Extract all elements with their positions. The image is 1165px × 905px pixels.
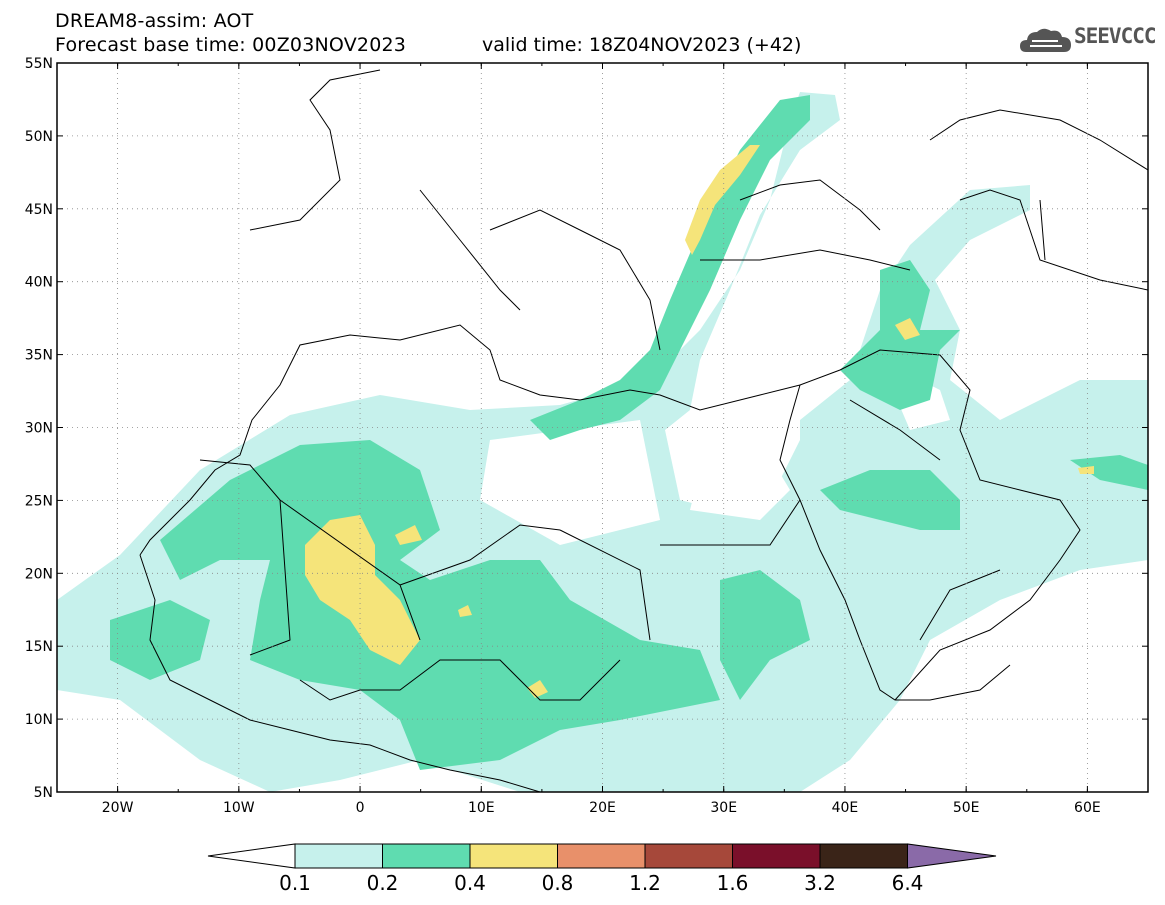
- lat-tick-label: 35N: [25, 348, 53, 364]
- lat-tick-label: 25N: [25, 493, 53, 509]
- aot-level-0.4: [305, 145, 1094, 698]
- lon-tick-label: 10E: [468, 800, 495, 816]
- lon-tick-label: 60E: [1074, 800, 1101, 816]
- colorbar-swatch: [382, 843, 471, 869]
- map-title: DREAM8-assim: AOT: [55, 10, 254, 32]
- colorbar-label: 0.2: [367, 871, 399, 895]
- lat-tick-label: 5N: [34, 785, 53, 801]
- lat-tick-label: 10N: [25, 712, 53, 728]
- colorbar-label: 3.2: [804, 871, 836, 895]
- lon-tick-label: 20W: [102, 800, 134, 816]
- coastlines: [139, 69, 1148, 792]
- lon-tick-label: 30E: [710, 800, 737, 816]
- lon-tick-label: 10W: [223, 800, 255, 816]
- colorbar-over-triangle: [907, 843, 997, 869]
- aot-level-0.2: [110, 95, 1148, 770]
- lon-tick-label: 50E: [953, 800, 980, 816]
- axis-ticks: [56, 62, 1149, 793]
- colorbar-label: 0.8: [542, 871, 574, 895]
- colorbar-swatch: [469, 843, 558, 869]
- colorbar-label: 1.6: [717, 871, 749, 895]
- lon-tick-label: 20E: [589, 800, 616, 816]
- seevccc-logo: [1018, 22, 1158, 58]
- colorbar: 0.1 0.2 0.4 0.8 1.2 1.6 3.2 6.4: [207, 843, 997, 895]
- longitude-labels: 20W 10W 0 10E 20E 30E 40E 50E 60E: [102, 800, 1101, 816]
- lat-tick-label: 15N: [25, 639, 53, 655]
- colorbar-swatch: [644, 843, 733, 869]
- lat-tick-label: 20N: [25, 566, 53, 582]
- colorbar-label: 6.4: [892, 871, 924, 895]
- latitude-labels: 55N 50N 45N 40N 35N 30N 25N 20N 15N 10N 5N: [25, 56, 53, 801]
- colorbar-swatch: [557, 843, 646, 869]
- lon-tick-label: 0: [356, 800, 365, 816]
- logo-text: SEEVCCC: [1074, 24, 1157, 48]
- lat-tick-label: 45N: [25, 202, 53, 218]
- colorbar-swatch: [819, 843, 908, 869]
- colorbar-label: 0.4: [454, 871, 486, 895]
- lat-tick-label: 40N: [25, 275, 53, 291]
- cloud-icon: [1020, 28, 1071, 52]
- map-gridlines: [57, 63, 1148, 792]
- valid-time: valid time: 18Z04NOV2023 (+42): [482, 34, 802, 56]
- lat-tick-label: 55N: [25, 56, 53, 72]
- lat-tick-label: 50N: [25, 129, 53, 145]
- forecast-base-time: Forecast base time: 00Z03NOV2023: [55, 34, 407, 56]
- lon-tick-label: 40E: [832, 800, 859, 816]
- colorbar-swatch: [732, 843, 821, 869]
- colorbar-label: 1.2: [629, 871, 661, 895]
- colorbar-swatch: [294, 843, 383, 869]
- colorbar-under-triangle: [207, 843, 296, 869]
- colorbar-label: 0.1: [279, 871, 311, 895]
- lat-tick-label: 30N: [25, 421, 53, 437]
